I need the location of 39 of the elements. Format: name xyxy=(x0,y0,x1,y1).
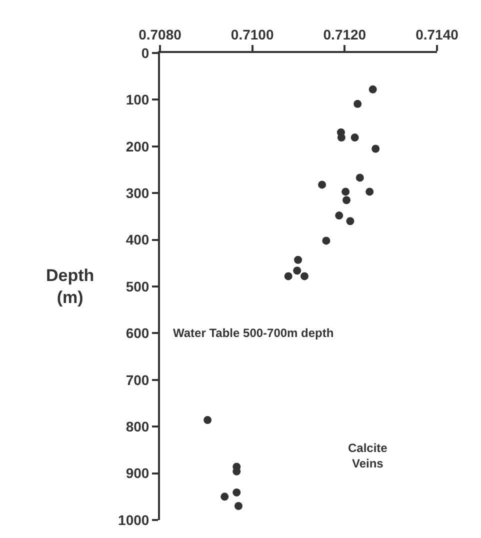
y-tick-label: 900 xyxy=(126,465,150,482)
y-tick-label: 800 xyxy=(126,418,150,434)
y-tick-label: 100 xyxy=(126,92,150,108)
point xyxy=(346,217,354,226)
point xyxy=(354,100,362,108)
y-axis-title: Depth (m) xyxy=(46,266,94,308)
annotation: Calcite Veins xyxy=(348,441,388,471)
point xyxy=(300,272,308,280)
y-tick-label: 0 xyxy=(141,44,150,61)
point xyxy=(294,256,302,264)
point xyxy=(337,134,346,142)
x-tick-label: 0.7140 xyxy=(416,26,459,42)
y-tick-label: 300 xyxy=(126,185,150,201)
y-tick-label: 500 xyxy=(126,278,150,294)
y-tick-label: 1000 xyxy=(118,512,150,528)
y-tick-label: 200 xyxy=(126,138,150,154)
annotation: Water Table 500-700m depth xyxy=(173,326,334,340)
point xyxy=(232,488,241,496)
x-tick-label: 0.7100 xyxy=(230,26,274,42)
point xyxy=(284,272,292,280)
x-tick-label: 0.7080 xyxy=(138,26,182,42)
point xyxy=(342,196,351,204)
x-tick-label: 0.7120 xyxy=(323,26,366,42)
point xyxy=(366,188,374,196)
point xyxy=(293,266,302,275)
y-tick-label: 700 xyxy=(126,372,150,388)
point xyxy=(342,188,350,196)
point xyxy=(322,236,330,245)
point xyxy=(372,144,380,153)
y-tick-label: 400 xyxy=(126,232,150,248)
point xyxy=(368,85,377,94)
y-tick-label: 600 xyxy=(126,325,150,342)
point xyxy=(356,174,364,182)
point xyxy=(335,212,344,220)
point xyxy=(204,416,212,424)
point xyxy=(350,134,359,142)
point xyxy=(318,180,326,189)
point xyxy=(234,502,242,510)
point xyxy=(220,492,229,501)
